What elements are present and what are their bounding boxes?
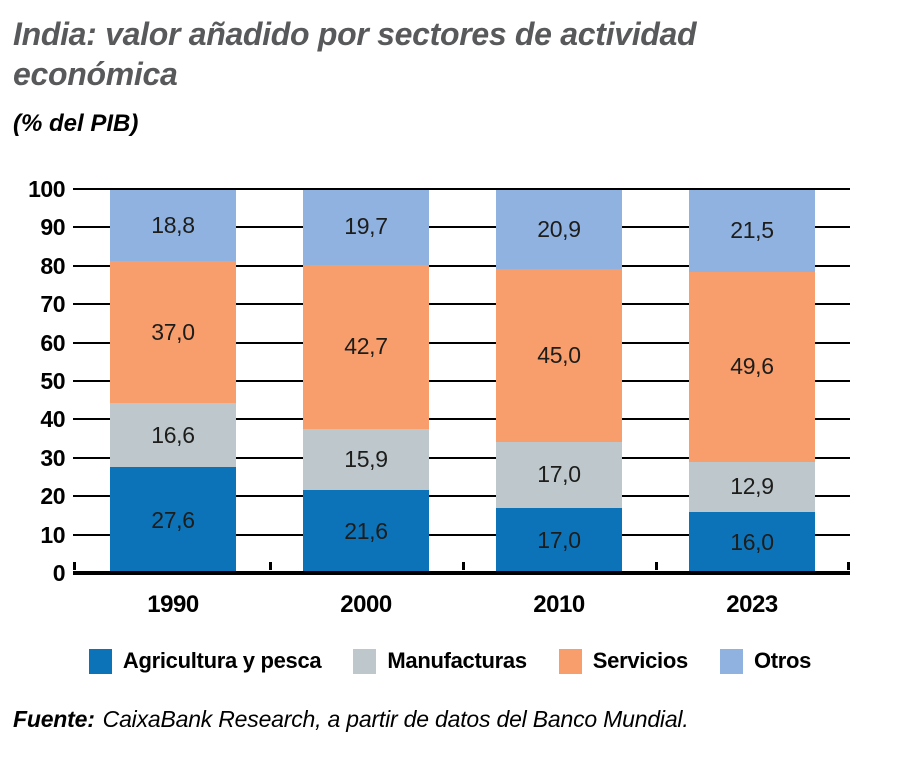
y-tick-label-50: 50 [40, 368, 65, 394]
y-tick-label-40: 40 [40, 406, 65, 433]
gridline-30 [73, 456, 850, 459]
segment-otros-2010: 20,9 [496, 189, 622, 270]
value-label: 27,6 [151, 506, 195, 533]
y-tick-label-20: 20 [40, 483, 65, 510]
segment-agricultura-y-pesca-1990: 27,6 [110, 467, 236, 573]
segment-otros-1990: 18,8 [110, 189, 236, 262]
value-label: 16,6 [151, 421, 195, 448]
value-label: 42,7 [344, 333, 388, 360]
chart-subtitle: (% del PIB) [13, 110, 139, 137]
legend: Agricultura y pesca Manufacturas Servicios… [0, 648, 900, 674]
legend-swatch-servicios [558, 648, 582, 674]
y-tick-label-60: 60 [40, 329, 65, 356]
gridline-90 [73, 226, 850, 229]
x-axis-tick-3 [655, 562, 658, 570]
gridline-50 [73, 380, 850, 382]
value-label: 12,9 [730, 473, 774, 500]
segment-agricultura-y-pesca-2023: 16,0 [689, 511, 815, 573]
y-tick-label-80: 80 [40, 252, 65, 279]
legend-label-servicios: Servicios [592, 648, 688, 673]
legend-item-servicios: Servicios [558, 648, 688, 674]
legend-swatch-otros [719, 648, 743, 674]
x-axis-label-2023: 2023 [726, 591, 778, 618]
segment-servicios-1990: 37,0 [110, 261, 236, 404]
y-tick-label-30: 30 [40, 444, 65, 471]
x-axis-label-2000: 2000 [340, 591, 392, 618]
legend-swatch-agricultura-y-pesca [88, 648, 112, 674]
legend-label-agricultura-y-pesca: Agricultura y pesca [122, 648, 322, 673]
segment-manufacturas-1990: 16,6 [110, 403, 236, 468]
value-label: 15,9 [344, 445, 388, 472]
legend-item-agricultura-y-pesca: Agricultura y pesca [88, 648, 322, 674]
value-label: 17,0 [537, 526, 581, 553]
segment-agricultura-y-pesca-2010: 17,0 [496, 507, 622, 573]
x-axis-label-2010: 2010 [533, 591, 585, 618]
x-axis-tick-0 [73, 562, 76, 570]
segment-servicios-2023: 49,6 [689, 271, 815, 463]
segment-otros-2000: 19,7 [303, 189, 429, 265]
y-tick-label-70: 70 [40, 291, 65, 318]
value-label: 21,5 [730, 216, 774, 243]
value-label: 49,6 [730, 353, 774, 380]
segment-servicios-2000: 42,7 [303, 264, 429, 429]
bar-2010: 17,0 17,0 45,0 20,9 [496, 189, 622, 573]
chart-title: India: valor añadido por sectores de act… [13, 16, 697, 92]
gridline-20 [73, 495, 850, 498]
segment-manufacturas-2000: 15,9 [303, 428, 429, 490]
value-label: 45,0 [537, 342, 581, 369]
legend-label-otros: Otros [753, 648, 812, 673]
x-axis-baseline [73, 571, 850, 575]
gridline-70 [73, 303, 850, 306]
plot-area: 27,6 16,6 37,0 18,8 21,6 15,9 42,7 19,7 17,0 17,0… [73, 188, 850, 575]
value-label: 19,7 [344, 213, 388, 240]
gridline-100 [73, 188, 850, 190]
y-axis-labels: 0 10 20 30 40 50 60 70 80 90 100 [0, 176, 65, 586]
y-tick-label-90: 90 [40, 214, 65, 241]
x-axis-tick-1 [269, 562, 272, 570]
x-axis-tick-2 [462, 562, 465, 570]
legend-swatch-manufacturas [353, 648, 377, 674]
bar-1990: 27,6 16,6 37,0 18,8 [110, 189, 236, 573]
segment-otros-2023: 21,5 [689, 189, 815, 272]
value-label: 37,0 [151, 318, 195, 345]
legend-label-manufacturas: Manufacturas [387, 648, 527, 673]
y-tick-label-0: 0 [52, 560, 66, 586]
segment-manufacturas-2010: 17,0 [496, 442, 622, 508]
y-tick-label-10: 10 [40, 521, 65, 548]
source-text: CaixaBank Research, a partir de datos de… [102, 706, 689, 732]
value-label: 18,8 [151, 211, 195, 238]
segment-manufacturas-2023: 12,9 [689, 462, 815, 512]
segment-agricultura-y-pesca-2000: 21,6 [303, 489, 429, 573]
gridline-10 [73, 533, 850, 536]
segment-servicios-2010: 45,0 [496, 269, 622, 443]
x-axis-tick-4 [847, 562, 850, 570]
source-note: Fuente: CaixaBank Research, a partir de d… [13, 706, 689, 733]
bar-2023: 16,0 12,9 49,6 21,5 [689, 189, 815, 573]
value-label: 17,0 [537, 461, 581, 488]
y-tick-label-100: 100 [28, 176, 65, 202]
gridline-60 [73, 341, 850, 344]
bar-2000: 21,6 15,9 42,7 19,7 [303, 189, 429, 573]
x-axis-label-1990: 1990 [147, 591, 199, 618]
value-label: 21,6 [344, 517, 388, 544]
legend-item-otros: Otros [719, 648, 812, 674]
value-label: 20,9 [537, 215, 581, 242]
value-label: 16,0 [730, 528, 774, 555]
gridline-40 [73, 418, 850, 421]
legend-item-manufacturas: Manufacturas [353, 648, 527, 674]
source-label: Fuente: [13, 706, 95, 732]
gridline-80 [73, 264, 850, 267]
